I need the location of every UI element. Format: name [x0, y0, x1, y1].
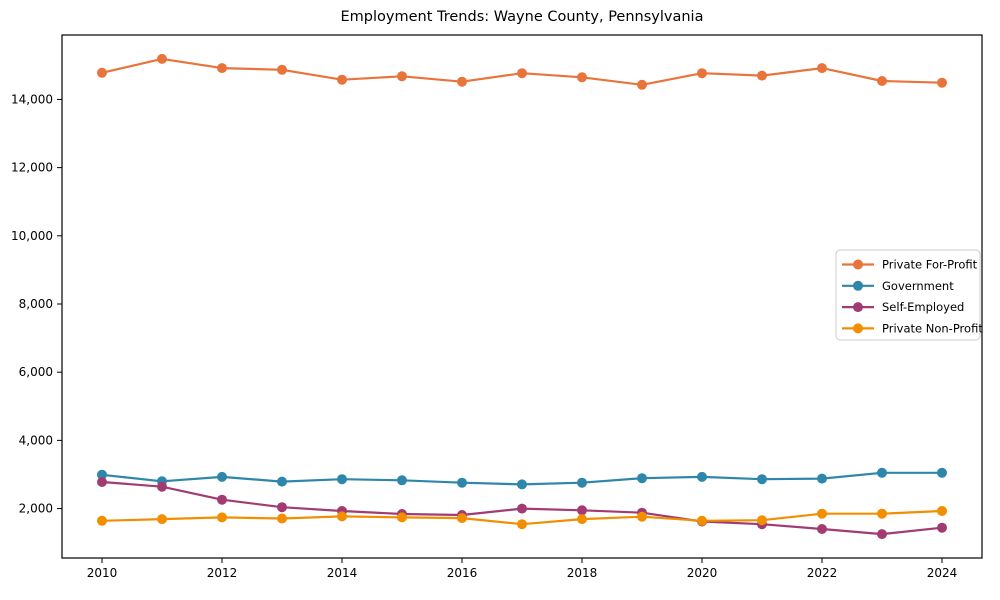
data-point-private-non-profit: [937, 506, 947, 516]
data-point-government: [577, 477, 587, 488]
series-layer: [97, 53, 947, 540]
data-point-private-for-profit: [757, 70, 767, 81]
data-point-government: [877, 467, 887, 478]
plot-frame: [61, 34, 983, 559]
legend-entry-marker: [853, 323, 863, 334]
legend-entry-marker: [853, 302, 863, 313]
x-tick-label: 2012: [207, 566, 238, 580]
legend-entry-label: Private Non-Profit: [882, 321, 983, 335]
plot-area: 2,000 4,000 6,000 8,000 10,000 12,000 14,000 20…: [11, 34, 983, 580]
data-point-private-for-profit: [817, 63, 827, 74]
data-point-private-for-profit: [637, 79, 647, 90]
x-tick-label: 2022: [807, 566, 838, 580]
data-point-private-non-profit: [877, 508, 887, 519]
data-point-private-for-profit: [517, 68, 527, 79]
data-point-private-non-profit: [217, 512, 227, 523]
legend-entry-label: Self-Employed: [882, 300, 964, 314]
data-point-private-for-profit: [397, 71, 407, 82]
data-point-private-non-profit: [337, 511, 347, 522]
x-tick-label: 2014: [327, 566, 358, 580]
data-point-private-for-profit: [157, 53, 167, 64]
data-point-self-employed: [277, 502, 287, 513]
x-tick-label: 2020: [687, 566, 718, 580]
data-point-government: [337, 474, 347, 485]
data-point-private-for-profit: [97, 67, 107, 78]
data-point-private-non-profit: [397, 512, 407, 523]
data-point-private-non-profit: [97, 515, 107, 526]
data-point-self-employed: [157, 481, 167, 492]
data-point-government: [937, 467, 947, 478]
data-point-self-employed: [577, 505, 587, 516]
data-point-self-employed: [97, 477, 107, 487]
legend-box: [835, 249, 981, 341]
data-point-private-for-profit: [937, 77, 947, 88]
data-point-self-employed: [217, 494, 227, 505]
legend-entry-label: Government: [882, 279, 954, 293]
y-tick-label: 12,000: [11, 161, 53, 175]
legend-entry-label: Private For-Profit: [882, 258, 978, 272]
data-point-government: [97, 469, 107, 480]
data-point-private-non-profit: [757, 515, 767, 526]
data-point-private-non-profit: [277, 513, 287, 524]
data-point-government: [397, 475, 407, 486]
data-point-government: [817, 473, 827, 484]
y-tick-label: 4,000: [19, 433, 53, 447]
data-point-private-for-profit: [217, 63, 227, 74]
legend: Private For-Profit Government Self-Employe…: [835, 249, 983, 341]
x-tick-label: 2024: [927, 566, 958, 580]
data-point-private-non-profit: [517, 519, 527, 530]
data-point-private-for-profit: [277, 64, 287, 75]
data-point-private-for-profit: [877, 76, 887, 86]
data-point-self-employed: [877, 529, 887, 540]
data-point-private-for-profit: [577, 72, 587, 83]
data-point-government: [637, 473, 647, 484]
data-point-government: [277, 476, 287, 487]
data-point-government: [217, 471, 227, 482]
data-point-private-non-profit: [697, 515, 707, 526]
y-tick-label: 6,000: [19, 365, 53, 379]
data-point-government: [457, 477, 467, 488]
data-point-government: [697, 471, 707, 482]
y-tick-label: 8,000: [19, 297, 53, 311]
x-tick-label: 2018: [567, 566, 598, 580]
chart-title: Employment Trends: Wayne County, Pennsyl…: [341, 9, 704, 25]
legend-entry-marker: [853, 280, 863, 291]
y-tick-label: 14,000: [11, 92, 53, 106]
data-point-private-non-profit: [637, 511, 647, 522]
y-tick-label: 10,000: [11, 229, 53, 243]
data-point-private-for-profit: [457, 76, 467, 87]
legend-entry-marker: [853, 259, 863, 270]
data-point-private-non-profit: [457, 513, 467, 524]
y-tick-label: 2,000: [19, 502, 53, 516]
data-point-private-non-profit: [577, 514, 587, 525]
data-point-self-employed: [517, 503, 527, 514]
data-point-private-non-profit: [817, 508, 827, 519]
data-point-self-employed: [937, 522, 947, 533]
data-point-private-for-profit: [337, 74, 347, 85]
x-tick-label: 2010: [87, 566, 118, 580]
x-tick-label: 2016: [447, 566, 478, 580]
data-point-self-employed: [817, 524, 827, 534]
data-point-private-non-profit: [157, 514, 167, 525]
data-point-private-for-profit: [697, 68, 707, 79]
data-point-government: [517, 479, 527, 490]
data-point-government: [757, 474, 767, 485]
